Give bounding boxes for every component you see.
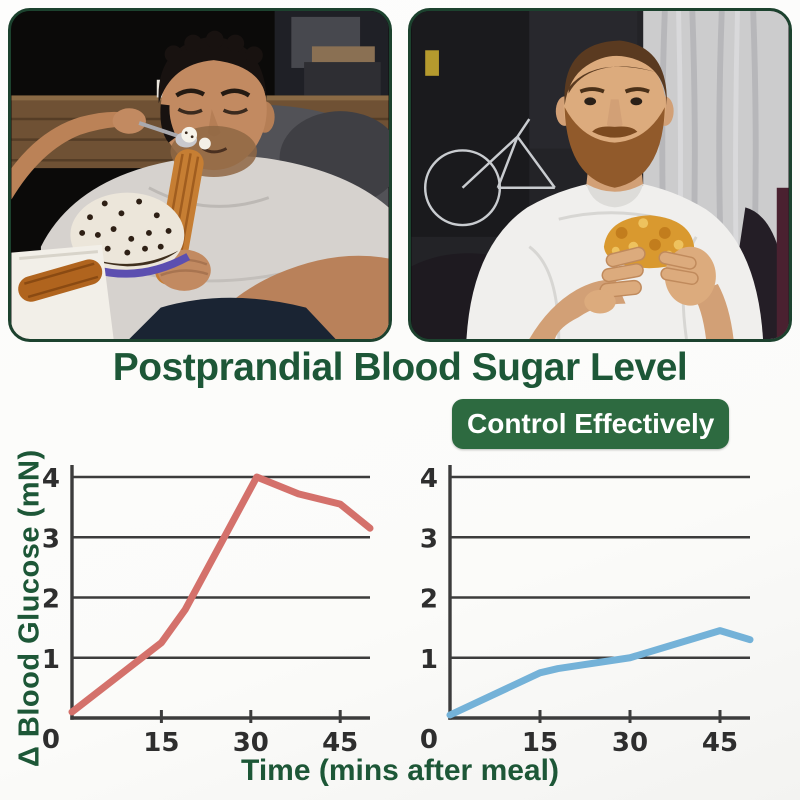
photo-eating-burger xyxy=(408,8,792,342)
y-tick-label: 1 xyxy=(420,645,438,675)
dessert-scene-illustration xyxy=(11,11,389,339)
y-axis-label: Δ Blood Glucose (mN) xyxy=(13,449,46,767)
origin-tick-label: 0 xyxy=(420,725,438,755)
page-title: Postprandial Blood Sugar Level xyxy=(112,346,688,389)
glucose-series-line-right xyxy=(446,627,754,719)
y-tick-label: 3 xyxy=(420,524,438,554)
desserts xyxy=(11,149,336,339)
burger-and-hands xyxy=(529,215,734,339)
burger-scene-illustration xyxy=(411,11,789,339)
y-tick-label: 4 xyxy=(420,464,438,494)
glucose-series-line-left xyxy=(68,473,374,716)
control-effectively-badge: Control Effectively xyxy=(452,399,730,449)
bicycle-silhouette xyxy=(423,118,556,227)
photo-overeating-desserts xyxy=(8,8,392,342)
y-tick-label: 2 xyxy=(420,585,438,615)
x-axis-label: Time (mins after meal) xyxy=(241,754,559,787)
